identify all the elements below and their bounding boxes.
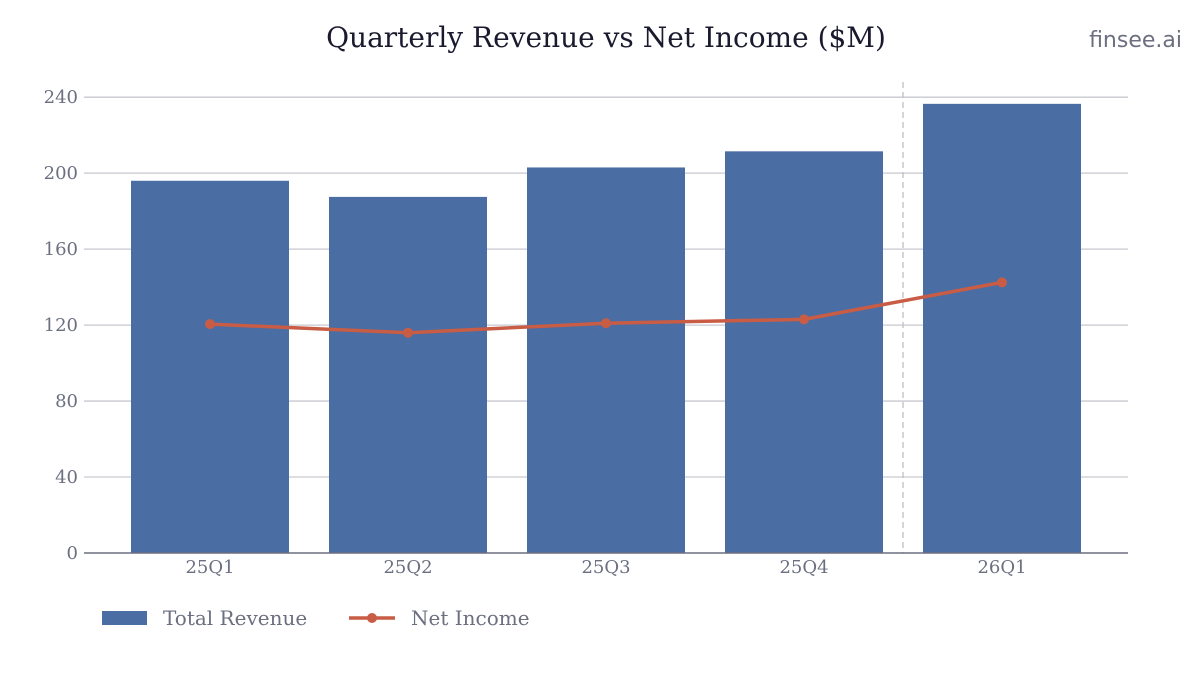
- legend-label-revenue: Total Revenue: [163, 606, 307, 630]
- y-tick-label: 200: [44, 163, 78, 184]
- revenue-bar-25q4: [725, 151, 883, 554]
- revenue-bar-25q3: [527, 167, 685, 553]
- watermark-logo: finsee.ai: [1089, 28, 1182, 53]
- y-tick-label: 0: [67, 543, 78, 564]
- net-income-point-25q3: [601, 318, 611, 329]
- legend-label-net-income: Net Income: [411, 606, 530, 630]
- net-income-point-26q1: [997, 277, 1007, 288]
- net-income-line: [205, 277, 1007, 338]
- revenue-bar-25q2: [329, 196, 487, 553]
- legend-swatch-revenue: [102, 611, 147, 625]
- y-axis-ticks: 0 40 80 120 160 200 240: [44, 87, 78, 564]
- x-tick-label: 26Q1: [977, 557, 1026, 578]
- legend: Total Revenue Net Income: [102, 606, 530, 630]
- revenue-bars: [131, 103, 1081, 554]
- y-tick-label: 80: [55, 391, 78, 412]
- legend-marker-net-income: [367, 613, 377, 623]
- y-tick-label: 120: [44, 315, 78, 336]
- y-tick-label: 240: [44, 87, 78, 108]
- y-tick-label: 40: [55, 467, 78, 488]
- x-tick-label: 25Q2: [383, 557, 432, 578]
- revenue-bar-25q1: [131, 180, 289, 554]
- x-tick-label: 25Q4: [779, 557, 828, 578]
- net-income-point-25q1: [205, 319, 215, 330]
- chart-title: Quarterly Revenue vs Net Income ($M): [326, 21, 886, 54]
- net-income-point-25q2: [403, 327, 413, 338]
- x-axis: 25Q1 25Q2 25Q3 25Q4 26Q1: [84, 552, 1128, 578]
- x-tick-label: 25Q1: [185, 557, 234, 578]
- y-tick-label: 160: [44, 239, 78, 260]
- revenue-bar-26q1: [923, 103, 1081, 553]
- x-tick-label: 25Q3: [581, 557, 630, 578]
- net-income-point-25q4: [799, 314, 809, 325]
